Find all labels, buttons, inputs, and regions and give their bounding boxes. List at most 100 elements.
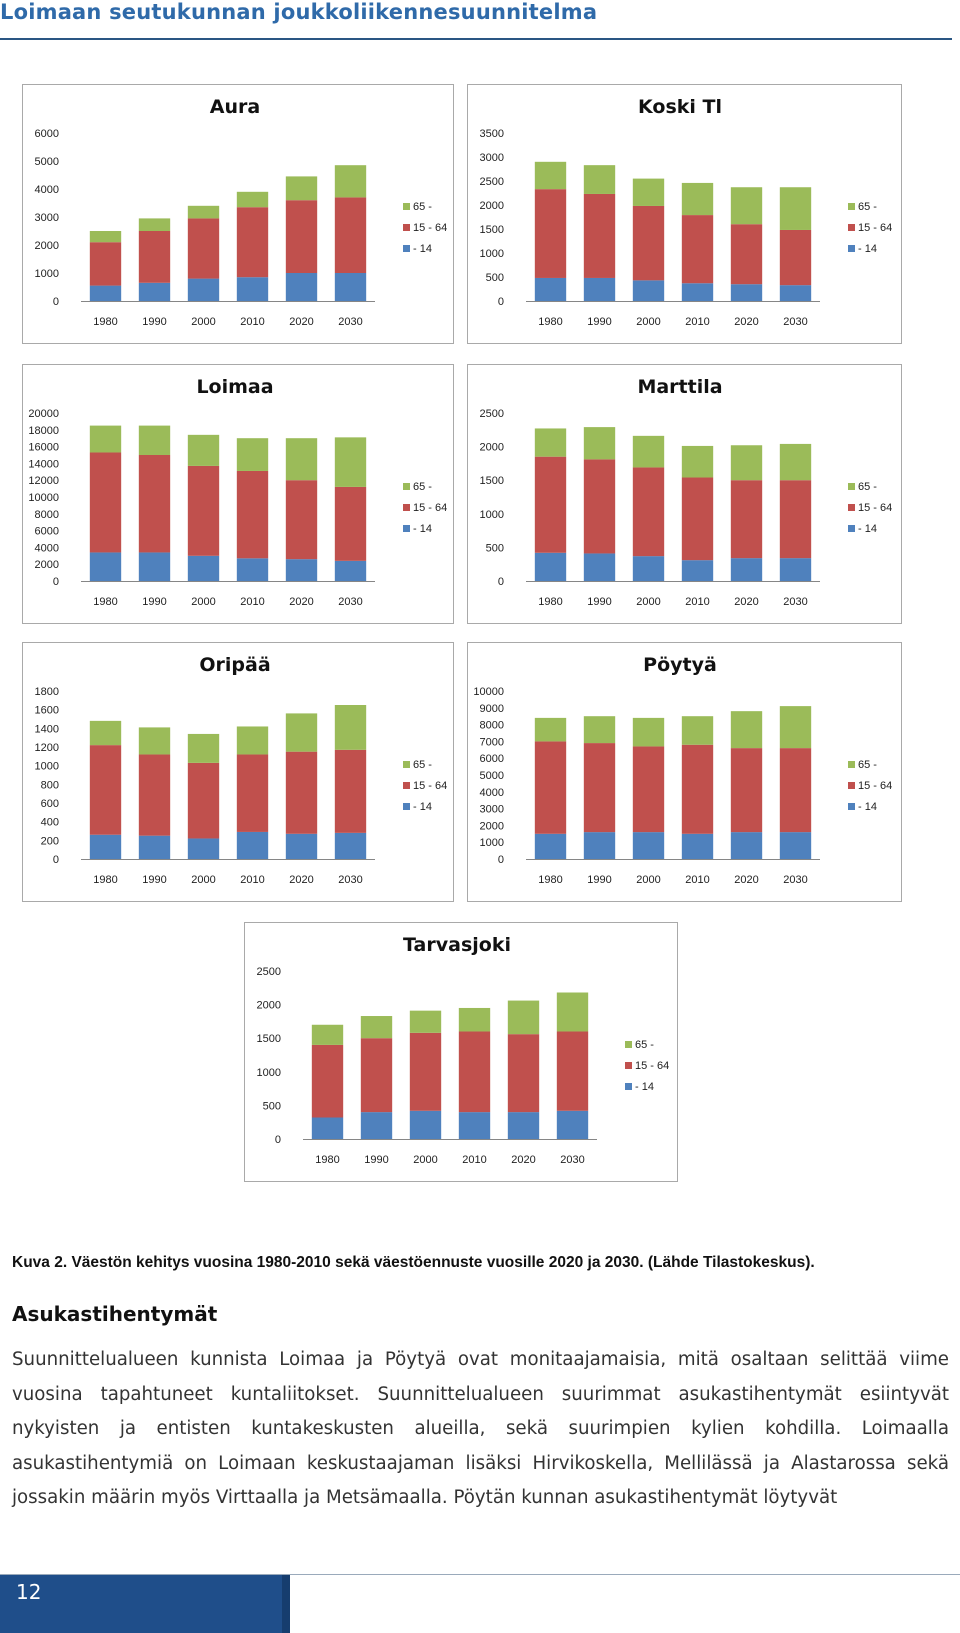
- legend-label: 65 -: [413, 201, 432, 213]
- y-tick-label: 1500: [480, 224, 504, 236]
- x-tick-label: 1990: [364, 1154, 388, 1166]
- chart-svg: Aura 0 1000 2000 3000 4000 5000 6000 1980 1990 200…: [35, 96, 448, 328]
- chart-title: Aura: [210, 96, 260, 118]
- bar-segment: [187, 434, 220, 466]
- x-tick-label: 1990: [587, 316, 611, 328]
- bar-segment: [285, 751, 318, 834]
- bar-segment: [236, 754, 269, 832]
- legend-swatch: [848, 803, 855, 810]
- x-tick-label: 2010: [240, 316, 264, 328]
- bar-segment: [556, 1031, 589, 1111]
- legend-swatch: [403, 483, 410, 490]
- y-tick-label: 2000: [35, 559, 59, 571]
- x-tick-label: 1980: [538, 316, 562, 328]
- bar-segment: [779, 285, 812, 301]
- y-tick-label: 6000: [35, 526, 59, 538]
- bar-segment: [138, 282, 171, 301]
- bar-segment: [458, 1007, 491, 1032]
- bar-segment: [534, 833, 567, 859]
- bar-segment: [681, 833, 714, 859]
- bar-segment: [730, 711, 763, 749]
- legend-label: 65 -: [858, 481, 877, 493]
- x-tick-label: 1980: [538, 874, 562, 886]
- x-tick-label: 1990: [587, 874, 611, 886]
- bar-segment: [409, 1032, 442, 1111]
- bar-segment: [187, 838, 220, 859]
- chart-title: Oripää: [199, 654, 270, 676]
- bar-segment: [730, 748, 763, 833]
- y-tick-label: 0: [53, 296, 59, 308]
- bar-segment: [681, 215, 714, 284]
- chart-svg: Loimaa 0 2000 4000 6000 8000 10000 12000 14000 16…: [28, 376, 447, 608]
- x-tick-label: 1990: [142, 316, 166, 328]
- bar-segment: [138, 218, 171, 231]
- bar-segment: [632, 717, 665, 747]
- legend-swatch: [403, 803, 410, 810]
- bar-segment: [360, 1016, 393, 1039]
- x-tick-label: 2000: [636, 316, 660, 328]
- y-tick-label: 3000: [480, 804, 504, 816]
- bar-segment: [89, 425, 122, 453]
- legend-label: - 14: [413, 523, 432, 535]
- x-tick-label: 2030: [338, 874, 362, 886]
- x-tick-label: 2030: [783, 316, 807, 328]
- bar-segment: [632, 435, 665, 468]
- x-tick-label: 2020: [734, 316, 758, 328]
- bar-segment: [236, 191, 269, 208]
- y-tick-label: 2000: [480, 442, 504, 454]
- legend-swatch: [403, 224, 410, 231]
- legend-label: - 14: [858, 801, 877, 813]
- x-tick-label: 1980: [93, 596, 117, 608]
- y-tick-label: 14000: [28, 458, 59, 470]
- bar-segment: [311, 1044, 344, 1118]
- header-rule: [0, 38, 952, 40]
- bar-segment: [360, 1112, 393, 1139]
- bar-segment: [187, 278, 220, 301]
- bar-segment: [138, 231, 171, 283]
- x-tick-label: 2030: [338, 316, 362, 328]
- bar-segment: [681, 560, 714, 581]
- chart-poytya: Pöytyä 0 1000 2000 3000 4000 5000 6000 7000 8000 9…: [467, 642, 902, 902]
- legend-swatch: [403, 525, 410, 532]
- legend-swatch: [403, 203, 410, 210]
- x-tick-label: 1980: [93, 316, 117, 328]
- bar-segment: [681, 477, 714, 561]
- bar-segment: [632, 832, 665, 859]
- bar-segment: [334, 560, 367, 581]
- bar-segment: [138, 455, 171, 553]
- bar-segment: [681, 716, 714, 745]
- footer-rule: [0, 1574, 960, 1575]
- bar-segment: [311, 1117, 344, 1139]
- chart-marttila: Marttila 0 500 1000 1500 2000 2500 1980 1990 2000…: [467, 364, 902, 624]
- y-tick-label: 3000: [480, 152, 504, 164]
- y-tick-label: 0: [498, 576, 504, 588]
- y-tick-label: 6000: [35, 128, 59, 140]
- bar-segment: [779, 229, 812, 286]
- bar-segment: [458, 1031, 491, 1113]
- legend-label: - 14: [858, 243, 877, 255]
- chart-svg: Oripää 0 200 400 600 800 1000 1200 1400 1600 1800 1…: [35, 654, 448, 886]
- bar-segment: [534, 552, 567, 581]
- x-tick-label: 2030: [783, 874, 807, 886]
- x-tick-label: 2020: [734, 874, 758, 886]
- chart-svg: Pöytyä 0 1000 2000 3000 4000 5000 6000 7000 8000 9…: [473, 654, 892, 886]
- legend-label: 15 - 64: [413, 222, 447, 234]
- bar-segment: [89, 834, 122, 859]
- footer-band-shade: [282, 1575, 290, 1633]
- bar-segment: [334, 273, 367, 301]
- legend-swatch: [625, 1041, 632, 1048]
- y-tick-label: 500: [486, 542, 504, 554]
- x-tick-label: 2000: [636, 596, 660, 608]
- bar-segment: [730, 187, 763, 225]
- bar-segment: [187, 465, 220, 556]
- bar-segment: [334, 165, 367, 198]
- bar-segment: [138, 835, 171, 859]
- bar-segment: [583, 716, 616, 744]
- bar-segment: [632, 746, 665, 833]
- y-tick-label: 1000: [480, 509, 504, 521]
- bar-segment: [89, 242, 122, 286]
- bar-segment: [236, 438, 269, 471]
- bar-segment: [730, 480, 763, 559]
- bar-segment: [138, 754, 171, 836]
- bar-segment: [187, 205, 220, 219]
